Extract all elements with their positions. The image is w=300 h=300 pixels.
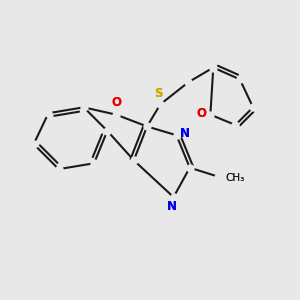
Text: N: N	[180, 127, 190, 140]
Text: CH₃: CH₃	[225, 173, 244, 183]
Text: N: N	[180, 127, 190, 140]
Text: S: S	[154, 87, 163, 100]
Text: N: N	[167, 200, 177, 213]
Text: S: S	[154, 87, 163, 100]
Text: O: O	[196, 107, 206, 120]
Text: O: O	[111, 96, 121, 110]
Text: N: N	[167, 200, 177, 213]
Text: O: O	[196, 107, 206, 120]
Text: CH₃: CH₃	[225, 173, 244, 183]
Text: O: O	[111, 96, 121, 110]
